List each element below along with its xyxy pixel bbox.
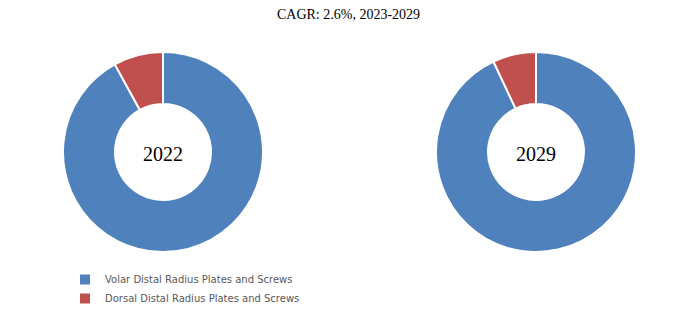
svg-text:CAGR: 2.6%, 2023-2029: CAGR: 2.6%, 2023-2029 <box>277 7 420 22</box>
svg-text:2022: 2022 <box>143 143 183 165</box>
svg-text:2029: 2029 <box>516 143 556 165</box>
svg-text:Dorsal Distal Radius Plates an: Dorsal Distal Radius Plates and Screws <box>105 293 299 304</box>
svg-text:Volar Distal Radius Plates and: Volar Distal Radius Plates and Screws <box>105 274 292 285</box>
